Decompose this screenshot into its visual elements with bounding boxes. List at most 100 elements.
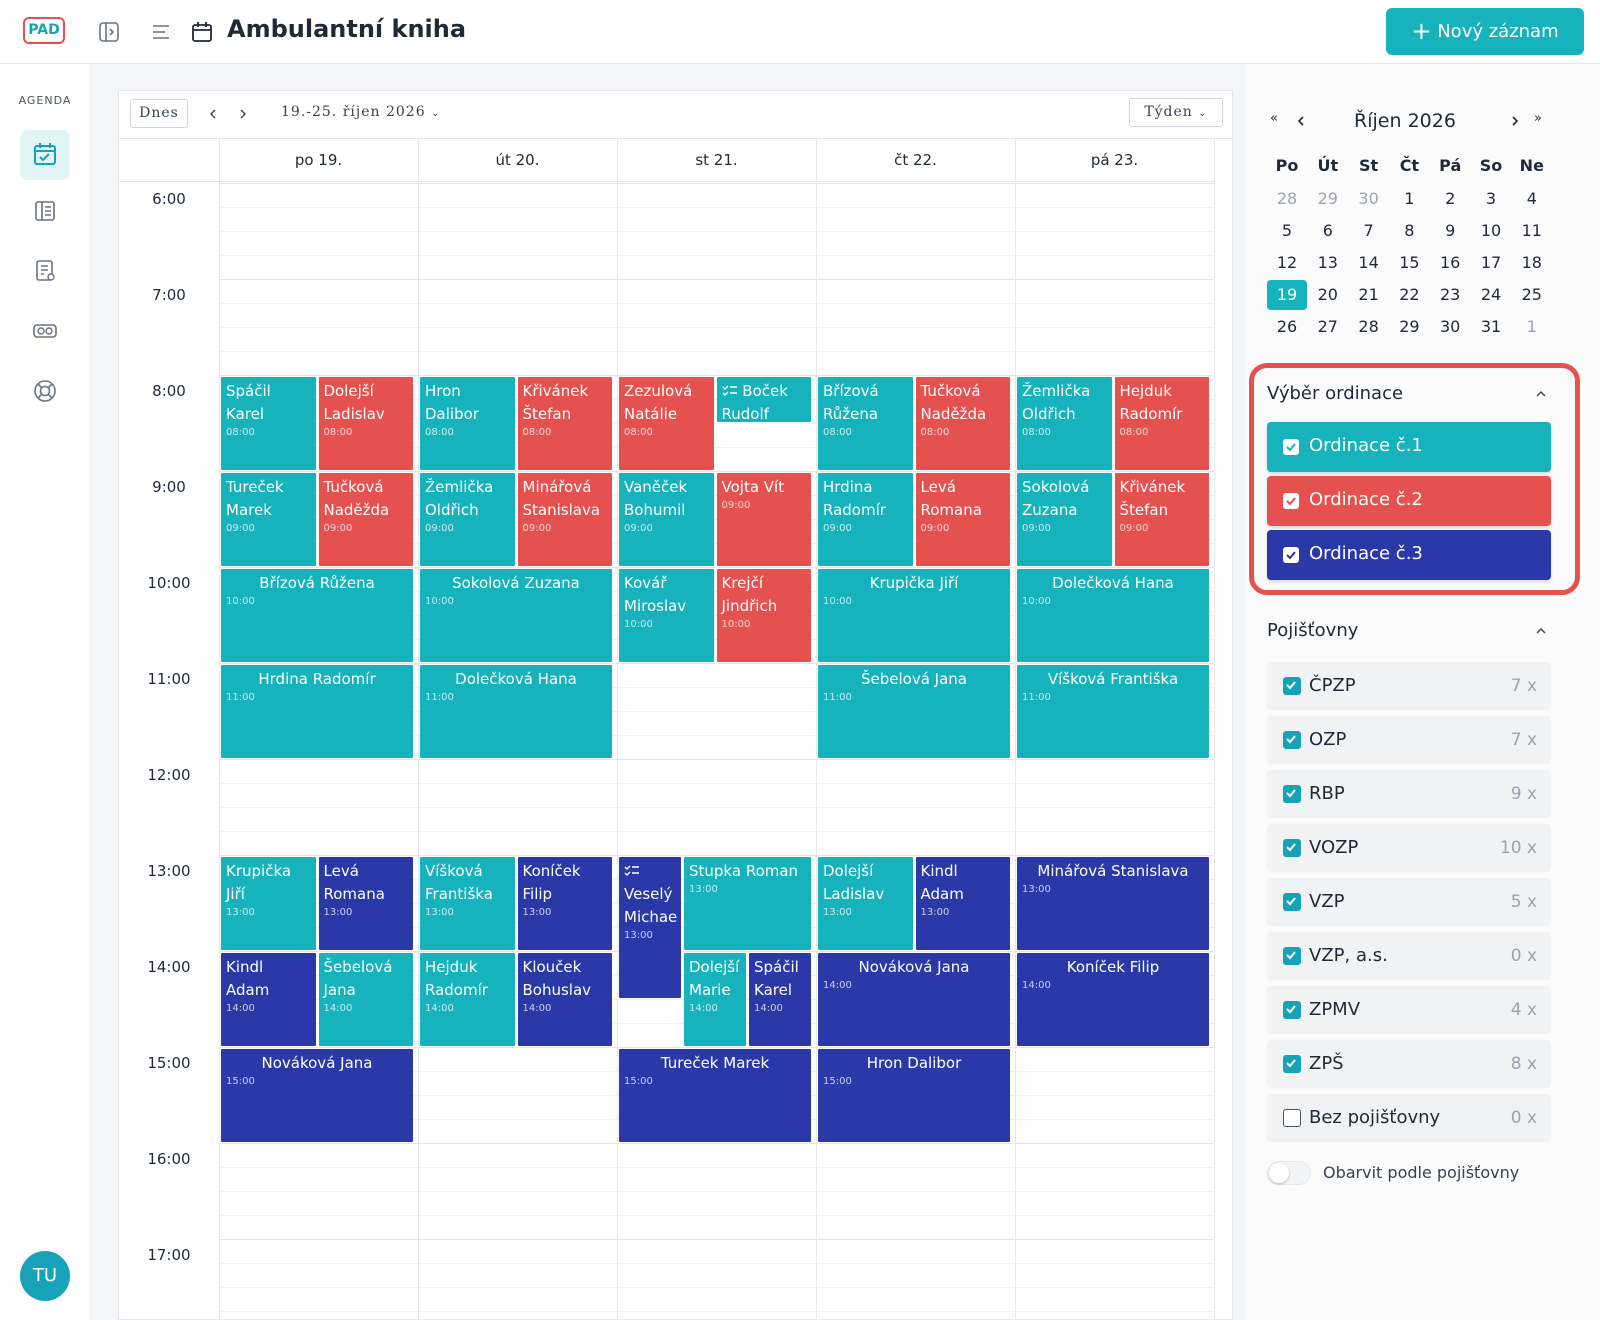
insurance-item[interactable]: VZP 5 x: [1267, 878, 1551, 926]
day-cell[interactable]: 17: [1480, 253, 1502, 272]
nav-support[interactable]: [33, 379, 57, 403]
appointment[interactable]: Koníček Filip 14:00: [1017, 952, 1209, 1046]
day-cell[interactable]: 28: [1358, 317, 1379, 336]
appointment[interactable]: Boček Rudolf08:00: [716, 376, 811, 422]
appointment[interactable]: Kindl Adam 14:00: [221, 952, 316, 1046]
day-cell[interactable]: 15: [1399, 253, 1420, 272]
appointment[interactable]: Dolečková Hana 10:00: [1017, 568, 1209, 662]
day-cell[interactable]: 14: [1358, 253, 1379, 272]
appointment[interactable]: Hron Dalibor 15:00: [818, 1048, 1010, 1142]
day-cell[interactable]: 19: [1267, 280, 1307, 310]
appointment[interactable]: Sokolová Zuzana 10:00: [420, 568, 612, 662]
appointment[interactable]: Tučková Naděžda 08:00: [915, 376, 1010, 470]
new-record-button[interactable]: + Nový záznam: [1386, 8, 1584, 55]
appointment[interactable]: Křivánek Štefan 09:00: [1114, 472, 1209, 566]
appointment[interactable]: Stupka Roman 13:00: [684, 856, 811, 950]
appointment[interactable]: Klouček Bohuslav 14:00: [517, 952, 612, 1046]
appointment[interactable]: Sokolová Zuzana 09:00: [1017, 472, 1112, 566]
day-cell[interactable]: 11: [1521, 221, 1542, 240]
day-cell[interactable]: 29: [1399, 317, 1420, 336]
appointment[interactable]: Víšková Františka 13:00: [420, 856, 515, 950]
avatar[interactable]: TU: [20, 1251, 70, 1301]
appointment[interactable]: Minářová Stanislava 13:00: [1017, 856, 1209, 950]
insurance-item[interactable]: VOZP 10 x: [1267, 824, 1551, 872]
appointment[interactable]: Spáčil Karel 14:00: [749, 952, 811, 1046]
day-cell[interactable]: 27: [1317, 317, 1338, 336]
appointment[interactable]: Tučková Naděžda 09:00: [318, 472, 413, 566]
nav-book[interactable]: [33, 199, 57, 223]
prev-month[interactable]: [1295, 114, 1307, 128]
ordinace-item[interactable]: Ordinace č.1: [1267, 422, 1551, 472]
logo[interactable]: PAD: [23, 17, 65, 44]
menu-icon[interactable]: [151, 23, 171, 41]
appointment[interactable]: Vaněček Bohumil 09:00: [619, 472, 714, 566]
appointment[interactable]: Spáčil Karel 08:00: [221, 376, 316, 470]
pojistovny-collapse[interactable]: [1535, 626, 1547, 636]
appointment[interactable]: Dolejší Ladislav 13:00: [818, 856, 913, 950]
appointment[interactable]: Krupička Jiří 13:00: [221, 856, 316, 950]
appointment[interactable]: Kindl Adam 13:00: [915, 856, 1010, 950]
appointment[interactable]: Krupička Jiří 10:00: [818, 568, 1010, 662]
day-cell[interactable]: 31: [1480, 317, 1502, 336]
day-cell[interactable]: 21: [1358, 285, 1379, 304]
prev-year[interactable]: «: [1270, 111, 1278, 126]
appointment[interactable]: Víšková Františka 11:00: [1017, 664, 1209, 758]
day-cell[interactable]: 30: [1358, 189, 1379, 208]
day-cell[interactable]: 29: [1317, 189, 1338, 208]
ordinace-item[interactable]: Ordinace č.2: [1267, 476, 1551, 526]
day-cell[interactable]: 3: [1485, 189, 1497, 208]
day-cell[interactable]: 16: [1440, 253, 1461, 272]
appointment[interactable]: Levá Romana 13:00: [318, 856, 413, 950]
ordinace-item[interactable]: Ordinace č.3: [1267, 530, 1551, 580]
day-cell[interactable]: 13: [1317, 253, 1338, 272]
color-toggle[interactable]: [1267, 1161, 1311, 1185]
day-cell[interactable]: 30: [1440, 317, 1461, 336]
insurance-item[interactable]: ČPZP 7 x: [1267, 662, 1551, 710]
next-month[interactable]: [1509, 114, 1521, 128]
insurance-item[interactable]: VZP, a.s. 0 x: [1267, 932, 1551, 980]
appointment[interactable]: Hron Dalibor 08:00: [420, 376, 515, 470]
appointment[interactable]: Šebelová Jana 11:00: [818, 664, 1010, 758]
view-select[interactable]: Týden ⌄: [1129, 98, 1223, 127]
day-cell[interactable]: 12: [1276, 253, 1298, 272]
appointment[interactable]: Žemlička Oldřich 08:00: [1017, 376, 1112, 470]
appointment[interactable]: Šebelová Jana 14:00: [318, 952, 413, 1046]
sidebar-toggle[interactable]: [98, 21, 120, 43]
day-cell[interactable]: 10: [1480, 221, 1502, 240]
appointment[interactable]: Tureček Marek 09:00: [221, 472, 316, 566]
day-cell[interactable]: 9: [1445, 221, 1456, 240]
day-cell[interactable]: 2: [1445, 189, 1456, 208]
day-cell[interactable]: 1: [1404, 189, 1415, 208]
day-cell[interactable]: 18: [1521, 253, 1542, 272]
appointment[interactable]: Břízová Růžena 10:00: [221, 568, 413, 662]
day-cell[interactable]: 23: [1440, 285, 1461, 304]
day-cell[interactable]: 1: [1526, 317, 1537, 336]
day-cell[interactable]: 7: [1363, 221, 1374, 240]
day-cell[interactable]: 5: [1281, 221, 1293, 240]
day-cell[interactable]: 24: [1480, 285, 1502, 304]
prev-week[interactable]: [207, 107, 219, 121]
appointment[interactable]: Dolejší Ladislav 08:00: [318, 376, 413, 470]
appointment[interactable]: Minářová Stanislava 09:00: [517, 472, 612, 566]
appointment[interactable]: Hrdina Radomír 11:00: [221, 664, 413, 758]
appointment[interactable]: Veselý Michae 13:00: [619, 856, 681, 998]
day-cell[interactable]: 26: [1276, 317, 1298, 336]
appointment[interactable]: Nováková Jana 15:00: [221, 1048, 413, 1142]
day-cell[interactable]: 6: [1322, 221, 1333, 240]
insurance-item[interactable]: Bez pojišťovny 0 x: [1267, 1094, 1551, 1142]
day-cell[interactable]: 22: [1399, 285, 1420, 304]
appointment[interactable]: Koníček Filip 13:00: [517, 856, 612, 950]
appointment[interactable]: Hrdina Radomír 09:00: [818, 472, 913, 566]
appointment[interactable]: Vojta Vít 09:00: [716, 472, 811, 566]
day-cell[interactable]: 25: [1521, 285, 1542, 304]
day-cell[interactable]: 28: [1276, 189, 1298, 208]
appointment[interactable]: Křivánek Štefan 08:00: [517, 376, 612, 470]
nav-ticket[interactable]: [33, 319, 57, 343]
insurance-item[interactable]: ZPŠ 8 x: [1267, 1040, 1551, 1088]
day-cell[interactable]: 8: [1404, 221, 1415, 240]
today-button[interactable]: Dnes: [130, 99, 188, 128]
next-year[interactable]: »: [1534, 111, 1542, 126]
day-cell[interactable]: 20: [1317, 285, 1338, 304]
appointment[interactable]: Kovář Miroslav 10:00: [619, 568, 714, 662]
insurance-item[interactable]: OZP 7 x: [1267, 716, 1551, 764]
